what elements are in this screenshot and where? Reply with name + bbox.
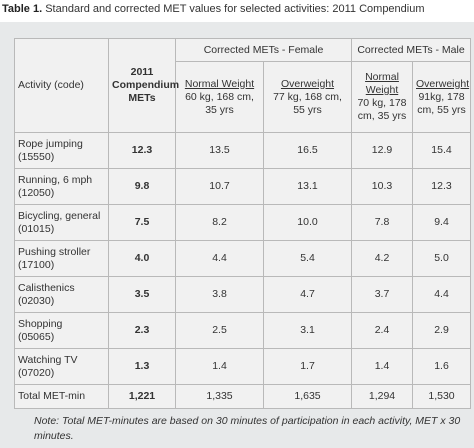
total-cell: 1,530 <box>411 384 472 409</box>
value-cell: 5.0 <box>411 240 472 277</box>
value-cell: 16.5 <box>263 132 352 169</box>
value-cell: 13.1 <box>263 168 352 205</box>
data-row: Rope jumping (15550) 12.3 13.5 16.5 12.9 15.4 <box>14 132 472 169</box>
caption-text: Standard and corrected MET values for se… <box>45 3 425 15</box>
subheader-cell: Normal Weight 70 kg, 178 cm, 35 yrs <box>351 61 413 133</box>
value-cell: 10.3 <box>351 168 413 205</box>
data-row: Calisthenics (02030) 3.5 3.8 4.7 3.7 4.4 <box>14 276 472 313</box>
activity-cell: Calisthenics (02030) <box>14 276 109 313</box>
activity-code: (02030) <box>18 294 55 307</box>
value-cell: 4.4 <box>411 276 472 313</box>
value-cell: 1.6 <box>411 348 472 385</box>
value-cell: 7.5 <box>108 204 176 241</box>
value-cell: 12.3 <box>411 168 472 205</box>
activity-code: (05065) <box>18 330 55 343</box>
activity-name: Shopping <box>18 317 63 330</box>
activity-name: Pushing stroller <box>18 245 91 258</box>
value-cell: 9.4 <box>411 204 472 241</box>
activity-name: Watching TV <box>18 353 78 366</box>
caption-label: Table 1. <box>2 3 43 15</box>
value-cell: 1.4 <box>175 348 264 385</box>
data-row: Bicycling, general (01015) 7.5 8.2 10.0 7.8 9.… <box>14 204 472 241</box>
value-cell: 4.0 <box>108 240 176 277</box>
subheader-cell: Overweight 77 kg, 168 cm, 55 yrs <box>263 61 352 133</box>
total-cell: 1,335 <box>175 384 264 409</box>
value-cell: 3.1 <box>263 312 352 349</box>
activity-cell: Pushing stroller (17100) <box>14 240 109 277</box>
subheader-cell: Overweight 91kg, 178 cm, 55 yrs <box>411 61 472 133</box>
header-cell: Corrected METs - Male <box>350 38 472 62</box>
value-cell: 4.2 <box>351 240 413 277</box>
value-cell: 1.3 <box>108 348 176 385</box>
data-row: Pushing stroller (17100) 4.0 4.4 5.4 4.2 5.0 <box>14 240 472 277</box>
value-cell: 8.2 <box>175 204 264 241</box>
total-cell: 1,294 <box>351 384 413 409</box>
total-row: Total MET-min 1,221 1,335 1,635 1,294 1,530 <box>14 384 472 409</box>
activity-name: Running, 6 mph <box>18 173 93 186</box>
total-cell: 1,221 <box>108 384 176 409</box>
value-cell: 2.4 <box>351 312 413 349</box>
value-cell: 7.8 <box>351 204 413 241</box>
value-cell: 2.5 <box>175 312 264 349</box>
value-cell: 4.7 <box>263 276 352 313</box>
subheader-label: Normal Weight <box>184 77 255 90</box>
total-label: Total MET-min <box>14 384 109 409</box>
value-cell: 12.3 <box>108 132 176 169</box>
subheader-label: Overweight <box>416 77 470 90</box>
activity-code: (15550) <box>18 150 55 163</box>
value-cell: 3.8 <box>175 276 264 313</box>
header-cell: 2011 Compendium METs <box>108 38 179 133</box>
activity-name: Bicycling, general <box>18 209 101 222</box>
table-panel: Activity (code) 2011 Compendium METs Cor… <box>0 22 474 448</box>
value-cell: 4.4 <box>175 240 264 277</box>
value-cell: 15.4 <box>411 132 472 169</box>
data-row: Watching TV (07020) 1.3 1.4 1.7 1.4 1.6 <box>14 348 472 385</box>
activity-cell: Shopping (05065) <box>14 312 109 349</box>
activity-cell: Bicycling, general (01015) <box>14 204 109 241</box>
subheader-cell: Normal Weight 60 kg, 168 cm, 35 yrs <box>175 61 264 133</box>
subheader-detail: 91kg, 178 cm, 55 yrs <box>417 90 466 116</box>
activity-code: (17100) <box>18 258 55 271</box>
subheader-detail: 77 kg, 168 cm, 55 yrs <box>273 90 342 116</box>
value-cell: 3.5 <box>108 276 176 313</box>
activity-cell: Watching TV (07020) <box>14 348 109 385</box>
total-cell: 1,635 <box>263 384 352 409</box>
met-table: Activity (code) 2011 Compendium METs Cor… <box>14 38 472 409</box>
header-cell: Corrected METs - Female <box>175 38 352 62</box>
value-cell: 1.7 <box>263 348 352 385</box>
header-cell: Activity (code) <box>14 38 109 133</box>
value-cell: 2.3 <box>108 312 176 349</box>
activity-cell: Running, 6 mph (12050) <box>14 168 109 205</box>
activity-code: (07020) <box>18 366 55 379</box>
value-cell: 9.8 <box>108 168 176 205</box>
activity-cell: Rope jumping (15550) <box>14 132 109 169</box>
header-row: Activity (code) 2011 Compendium METs Cor… <box>14 38 472 133</box>
value-cell: 3.7 <box>351 276 413 313</box>
activity-name: Calisthenics <box>18 281 75 294</box>
data-row: Running, 6 mph (12050) 9.8 10.7 13.1 10.3 12.3 <box>14 168 472 205</box>
activity-code: (12050) <box>18 186 55 199</box>
note: Note: Total MET-minutes are based on 30 … <box>34 415 461 442</box>
activity-name: Rope jumping <box>18 137 83 150</box>
value-cell: 5.4 <box>263 240 352 277</box>
subheader-label: Normal Weight <box>365 71 399 96</box>
caption: Table 1. Standard and corrected MET valu… <box>2 3 425 15</box>
subheader-row: Normal Weight 60 kg, 168 cm, 35 yrs Overwe… <box>15 61 472 133</box>
value-cell: 12.9 <box>351 132 413 169</box>
value-cell: 10.0 <box>263 204 352 241</box>
value-cell: 10.7 <box>175 168 264 205</box>
activity-code: (01015) <box>18 222 55 235</box>
subheader-label: Overweight <box>280 77 335 90</box>
subheader-detail: 60 kg, 168 cm, 35 yrs <box>185 90 254 116</box>
subheader-detail: 70 kg, 178 cm, 35 yrs <box>357 97 407 122</box>
data-row: Shopping (05065) 2.3 2.5 3.1 2.4 2.9 <box>14 312 472 349</box>
value-cell: 13.5 <box>175 132 264 169</box>
value-cell: 1.4 <box>351 348 413 385</box>
value-cell: 2.9 <box>411 312 472 349</box>
